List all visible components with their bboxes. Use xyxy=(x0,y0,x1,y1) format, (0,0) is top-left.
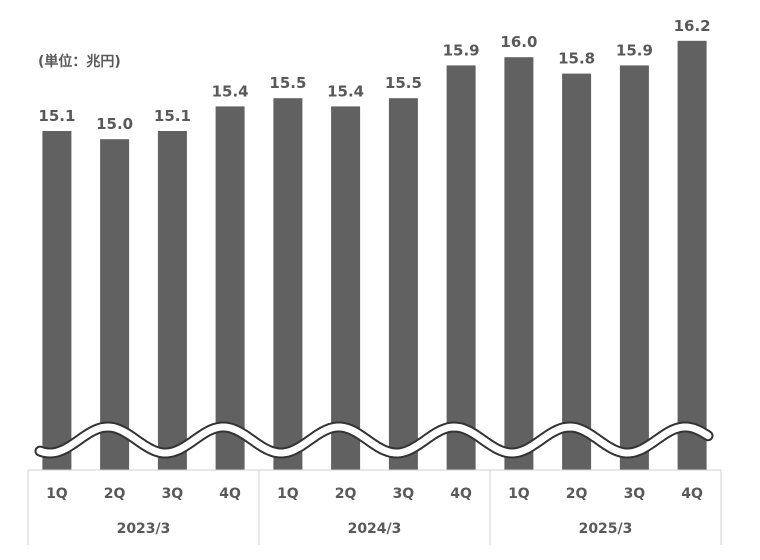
x-tick-label: 3Q xyxy=(393,486,415,502)
axis-break-band xyxy=(36,423,712,457)
bar xyxy=(562,73,592,470)
data-label: 16.0 xyxy=(500,33,537,51)
x-tick-label: 2Q xyxy=(104,486,126,502)
data-label: 15.9 xyxy=(443,41,480,59)
bar xyxy=(388,98,418,470)
x-tick-label: 1Q xyxy=(508,486,530,502)
x-tick-label: 1Q xyxy=(46,486,68,502)
data-label: 16.2 xyxy=(674,17,711,35)
data-label: 15.5 xyxy=(269,74,306,92)
data-label: 15.0 xyxy=(96,115,133,133)
bar xyxy=(273,98,303,470)
data-label: 15.1 xyxy=(38,107,75,125)
data-label: 15.1 xyxy=(154,107,191,125)
data-label: 15.9 xyxy=(616,41,653,59)
x-tick-label: 4Q xyxy=(681,486,703,502)
x-tick-label: 1Q xyxy=(277,486,299,502)
unit-label: (単位：兆円) xyxy=(38,54,121,70)
group-label: 2023/3 xyxy=(117,521,171,537)
bar xyxy=(446,65,476,471)
bar xyxy=(157,131,187,470)
group-label: 2024/3 xyxy=(348,521,402,537)
x-tick-label: 3Q xyxy=(162,486,184,502)
data-labels-layer: 15.1 15.0 15.1 15.4 15.5 15.4 15.5 15.9 16.0 15.8… xyxy=(38,17,710,133)
x-tick-label: 2Q xyxy=(335,486,357,502)
data-label: 15.4 xyxy=(327,82,364,100)
category-axis-layer: 1Q 2Q 3Q 4Q 1Q 2Q 3Q 4Q 1Q 2Q 3Q 4Q 2023/3 2024/3 2025… xyxy=(27,469,722,545)
data-label: 15.5 xyxy=(385,74,422,92)
data-label: 15.8 xyxy=(558,50,595,68)
bar xyxy=(42,131,72,470)
bar xyxy=(331,106,361,471)
axis-break-layer xyxy=(34,421,714,459)
x-tick-label: 3Q xyxy=(624,486,646,502)
bar xyxy=(677,40,707,471)
x-tick-label: 4Q xyxy=(450,486,472,502)
bar xyxy=(100,139,130,470)
data-label: 15.4 xyxy=(212,82,249,100)
bars-layer xyxy=(42,40,707,471)
group-label: 2025/3 xyxy=(579,521,633,537)
bar xyxy=(504,57,534,470)
x-tick-label: 2Q xyxy=(566,486,588,502)
bar xyxy=(619,65,649,471)
bar xyxy=(215,106,245,471)
x-tick-label: 4Q xyxy=(219,486,241,502)
